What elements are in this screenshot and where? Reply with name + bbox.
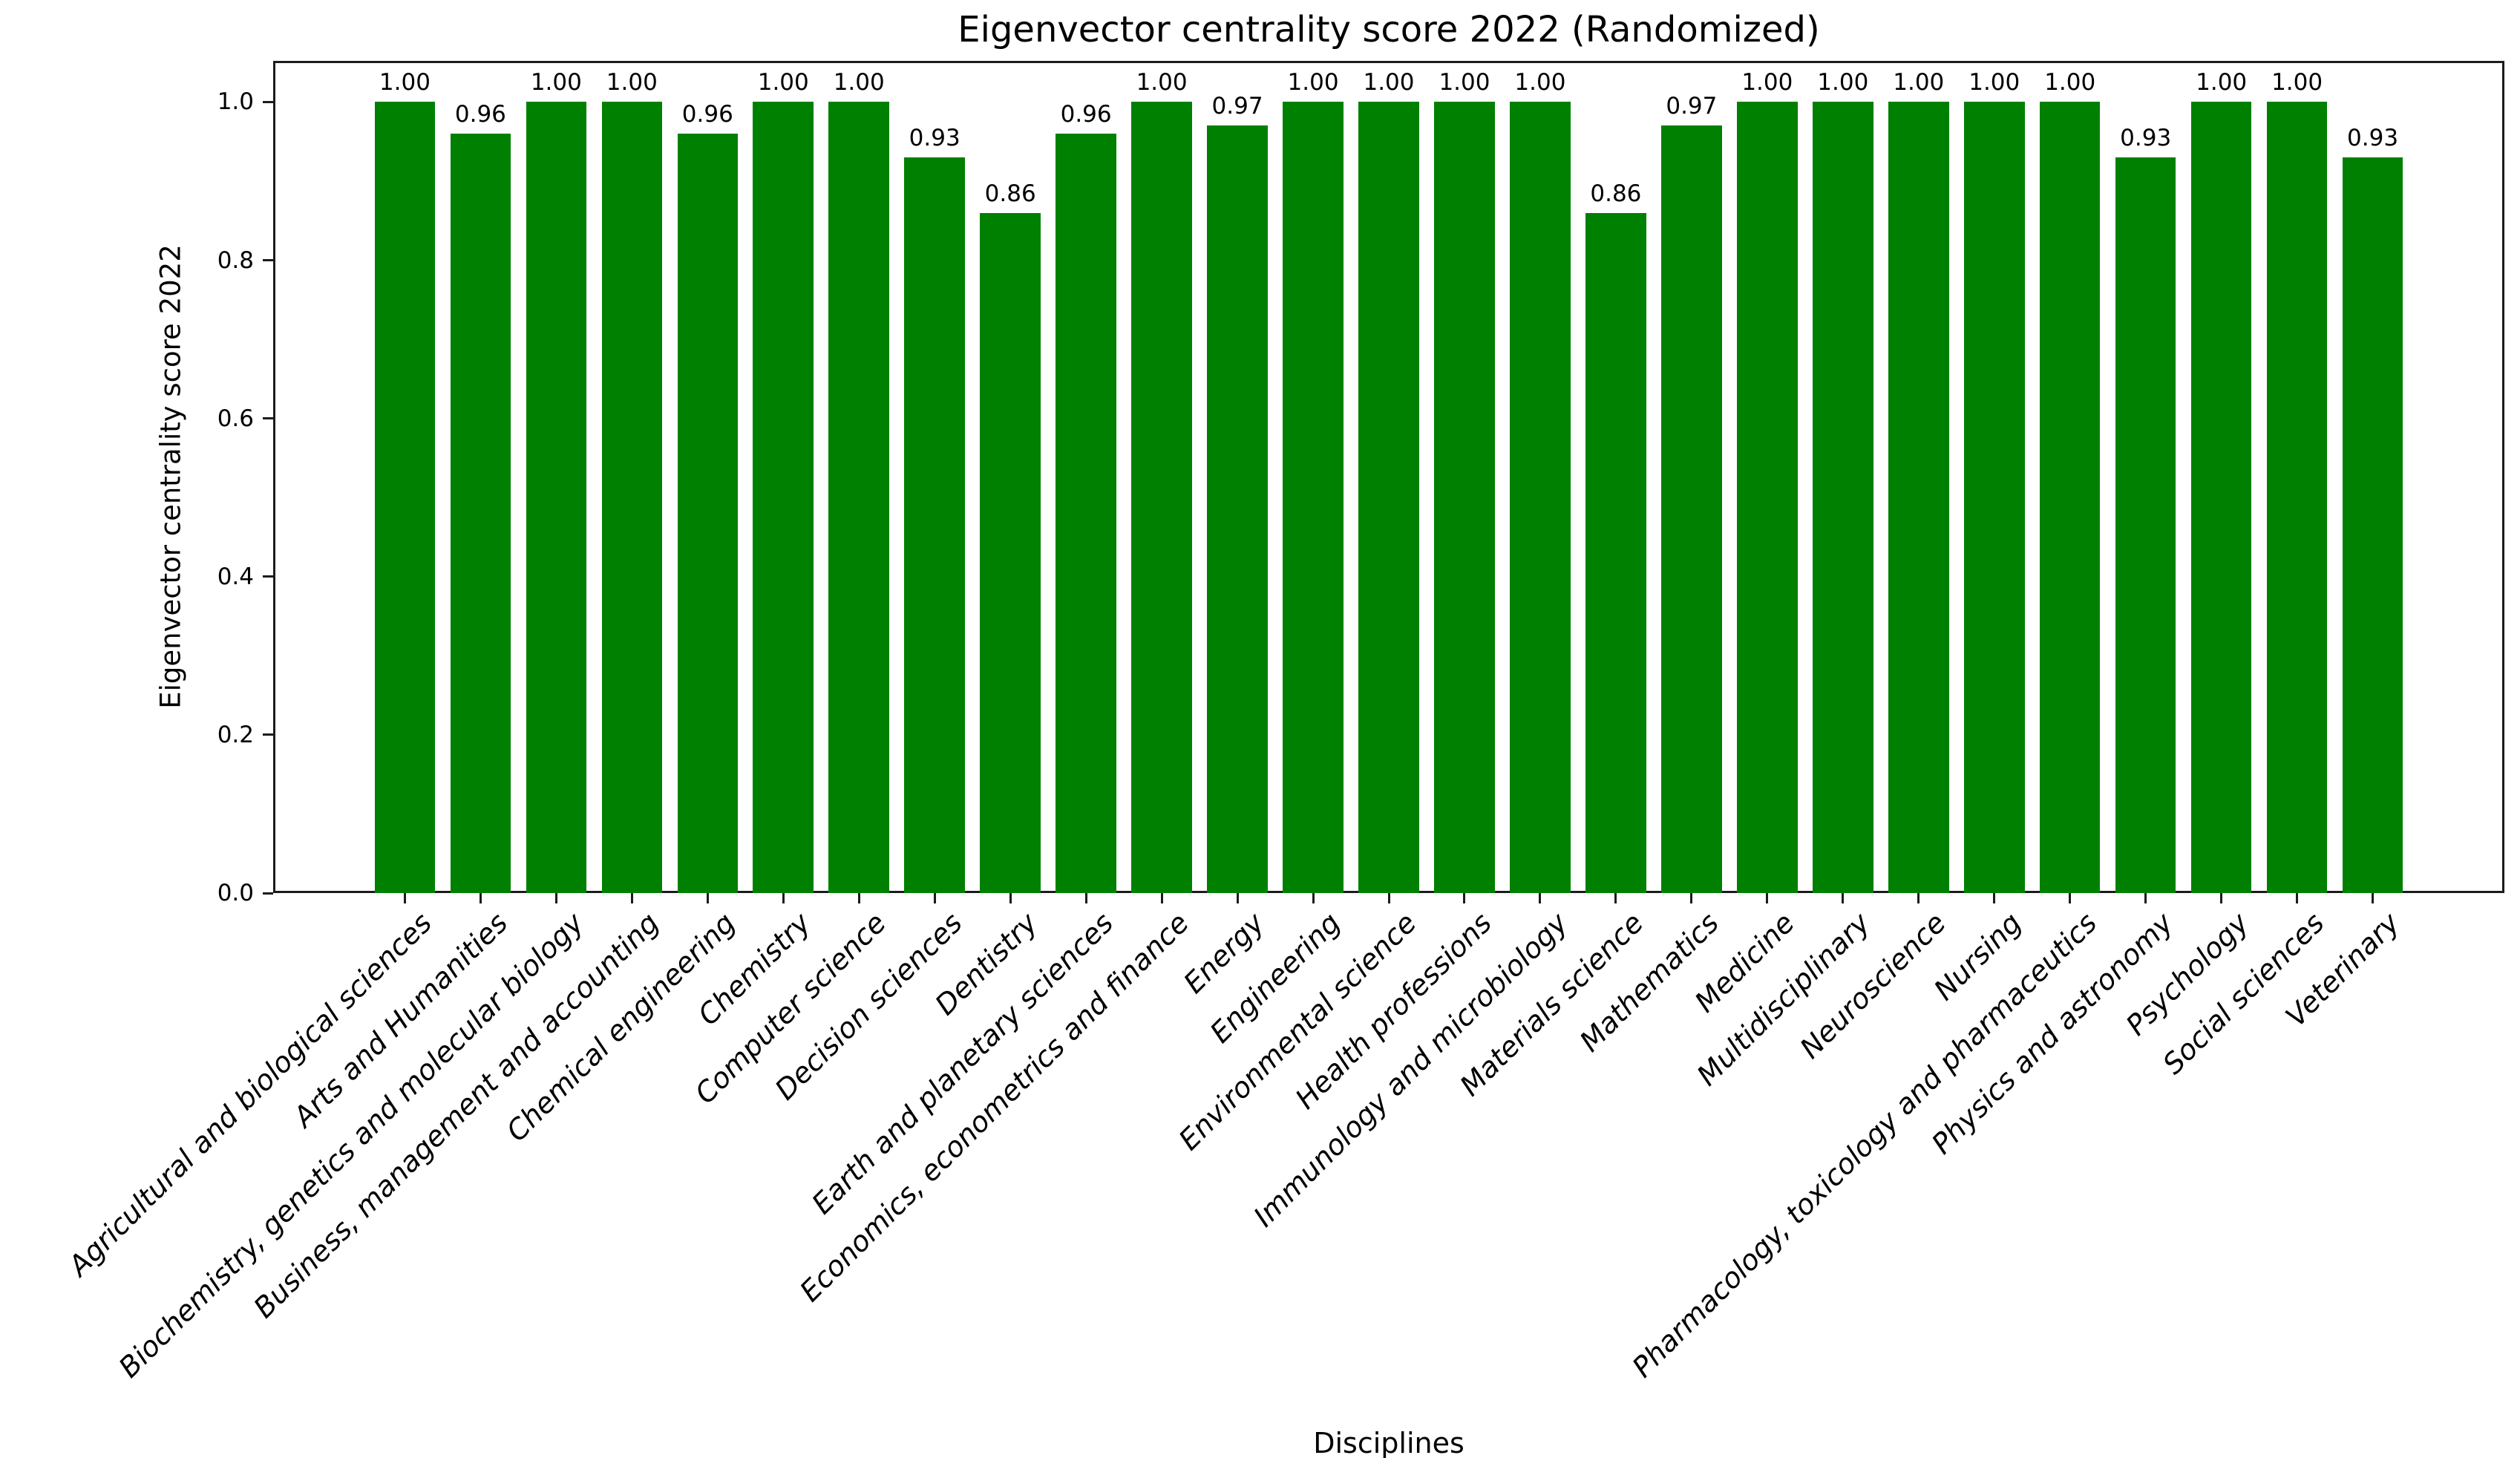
- bar: [2039, 102, 2101, 893]
- bar: [1283, 102, 1344, 893]
- bar-value-label: 1.00: [1893, 69, 1945, 97]
- bar-value-label: 0.96: [454, 101, 506, 128]
- bar-value-label: 0.93: [2347, 125, 2399, 151]
- y-tick-label: 0.0: [217, 880, 254, 906]
- x-tick-mark: [479, 893, 482, 903]
- bar: [1737, 102, 1798, 893]
- y-tick-label: 1.0: [217, 88, 254, 116]
- bar-value-label: 1.00: [1287, 69, 1339, 97]
- x-tick-mark: [554, 893, 557, 903]
- bar: [828, 102, 889, 893]
- bar-value-label: 1.00: [2271, 69, 2323, 97]
- bar-value-label: 1.00: [530, 69, 582, 97]
- bar: [1585, 212, 1646, 893]
- x-tick-mark: [706, 893, 709, 903]
- x-tick-mark: [2372, 893, 2375, 903]
- x-tick-mark: [1463, 893, 1466, 903]
- bar: [374, 102, 436, 893]
- bar-value-label: 0.97: [1211, 93, 1263, 120]
- bar-value-label: 1.00: [757, 69, 809, 97]
- y-tick-mark: [263, 100, 273, 103]
- bar: [1056, 134, 1116, 893]
- bar-value-label: 1.00: [1439, 69, 1490, 97]
- bar-value-label: 0.96: [681, 101, 733, 128]
- y-tick-label: 0.8: [217, 246, 254, 274]
- bar-value-label: 0.93: [909, 125, 960, 151]
- bar: [1963, 102, 2025, 893]
- bar: [1358, 102, 1419, 893]
- bar: [526, 102, 587, 893]
- bar-value-label: 1.00: [1968, 69, 2020, 97]
- x-tick-mark: [1312, 893, 1315, 903]
- bar-value-label: 1.00: [2044, 69, 2096, 97]
- x-tick-mark: [1917, 893, 1920, 903]
- bar: [980, 212, 1041, 893]
- bar: [1131, 102, 1192, 893]
- x-tick-mark: [1009, 893, 1012, 903]
- x-tick-mark: [2144, 893, 2147, 903]
- x-tick-mark: [403, 893, 406, 903]
- x-tick-mark: [1539, 893, 1542, 903]
- bar: [1207, 125, 1268, 893]
- bar-value-label: 0.86: [1590, 180, 1642, 207]
- bar: [1661, 125, 1722, 893]
- bar: [2266, 102, 2328, 893]
- x-tick-mark: [1690, 893, 1693, 903]
- bar-value-label: 1.00: [1817, 69, 1869, 97]
- bar-value-label: 1.00: [1514, 69, 1566, 97]
- bar-value-label: 0.97: [1666, 93, 1718, 120]
- x-tick-mark: [1160, 893, 1163, 903]
- x-tick-mark: [2069, 893, 2072, 903]
- y-tick-label: 0.6: [217, 405, 254, 432]
- bar: [601, 102, 663, 893]
- x-tick-mark: [1842, 893, 1845, 903]
- x-tick-mark: [1387, 893, 1390, 903]
- bar-value-label: 1.00: [379, 69, 431, 97]
- bar: [1888, 102, 1949, 893]
- x-tick-mark: [782, 893, 785, 903]
- bar-value-label: 1.00: [1741, 69, 1793, 97]
- bar-value-label: 0.93: [2120, 125, 2172, 151]
- bar: [753, 102, 814, 893]
- y-tick-mark: [263, 733, 273, 736]
- y-tick-mark: [263, 417, 273, 420]
- bar-value-label: 1.00: [1363, 69, 1415, 97]
- y-tick-label: 0.4: [217, 563, 254, 590]
- bar: [677, 134, 739, 893]
- bar: [2342, 157, 2403, 893]
- bar: [1510, 102, 1571, 893]
- bar-value-label: 1.00: [2196, 69, 2248, 97]
- bar: [904, 157, 965, 893]
- x-axis-label: Disciplines: [1313, 1427, 1464, 1458]
- x-tick-mark: [1766, 893, 1769, 903]
- y-tick-mark: [263, 259, 273, 262]
- y-tick-mark: [263, 575, 273, 578]
- x-tick-mark: [630, 893, 633, 903]
- x-tick-mark: [2220, 893, 2223, 903]
- bar: [1434, 102, 1495, 893]
- x-tick-mark: [1614, 893, 1617, 903]
- x-tick-mark: [1084, 893, 1087, 903]
- x-tick-mark: [933, 893, 936, 903]
- x-tick-mark: [1993, 893, 1996, 903]
- x-tick-mark: [857, 893, 860, 903]
- x-tick-mark: [2296, 893, 2299, 903]
- chart-title: Eigenvector centrality score 2022 (Rando…: [958, 9, 1820, 50]
- bar: [1813, 102, 1873, 893]
- y-axis-label: Eigenvector centrality score 2022: [154, 244, 187, 709]
- bar: [450, 134, 511, 893]
- bar-value-label: 0.96: [1060, 101, 1112, 128]
- bar-value-label: 1.00: [1136, 69, 1188, 97]
- y-tick-label: 0.2: [217, 721, 254, 748]
- bar-value-label: 0.86: [984, 180, 1036, 207]
- bar-value-label: 1.00: [606, 69, 658, 97]
- y-tick-mark: [263, 892, 273, 895]
- bar: [2190, 102, 2252, 893]
- x-tick-mark: [1236, 893, 1239, 903]
- bar-value-label: 1.00: [833, 69, 885, 97]
- bar: [2115, 157, 2176, 893]
